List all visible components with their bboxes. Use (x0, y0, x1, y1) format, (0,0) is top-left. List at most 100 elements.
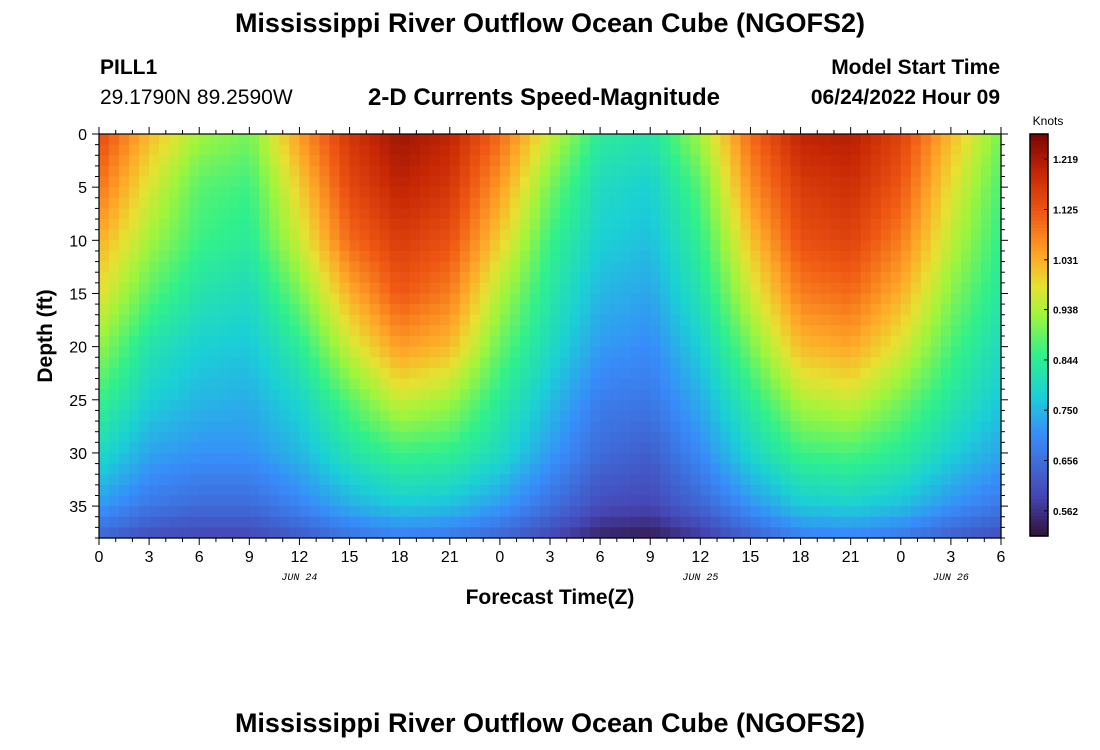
heatmap-cell (860, 474, 872, 486)
heatmap-cell (630, 176, 641, 188)
heatmap-cell (169, 442, 180, 454)
heatmap-cell (509, 399, 521, 412)
heatmap-cell (119, 304, 130, 316)
heatmap-cell (870, 378, 882, 390)
heatmap-cell (239, 367, 250, 380)
heatmap-cell (550, 304, 561, 316)
heatmap-cell (199, 399, 210, 412)
heatmap-cell (509, 314, 521, 326)
heatmap-cell (309, 144, 321, 156)
heatmap-cell (129, 357, 140, 369)
heatmap-cell (720, 325, 731, 337)
heatmap-cell (840, 187, 852, 199)
heatmap-cell (560, 229, 571, 241)
heatmap-cell (620, 442, 631, 454)
heatmap-cell (379, 484, 391, 497)
heatmap-cell (990, 527, 1002, 539)
colorbar-swatch (1030, 304, 1048, 309)
heatmap-cell (149, 325, 160, 337)
heatmap-cell (269, 229, 280, 241)
heatmap-cell (239, 293, 250, 305)
heatmap-cell (930, 346, 942, 358)
heatmap-cell (529, 293, 541, 305)
heatmap-cell (570, 474, 581, 486)
heatmap-cell (690, 527, 701, 539)
heatmap-cell (860, 346, 872, 358)
heatmap-cell (710, 442, 721, 454)
heatmap-cell (850, 272, 862, 284)
heatmap-cell (99, 304, 110, 316)
heatmap-cell (810, 229, 822, 241)
heatmap-cell (670, 367, 681, 380)
heatmap-cell (790, 378, 802, 390)
colorbar-swatch (1030, 505, 1048, 510)
heatmap-cell (339, 378, 351, 390)
heatmap-cell (820, 484, 832, 497)
heatmap-cell (910, 272, 922, 284)
heatmap-cell (139, 240, 150, 252)
heatmap-cell (99, 261, 110, 273)
heatmap-cell (610, 367, 621, 380)
colorbar-tick-label: 0.656 (1053, 457, 1078, 468)
heatmap-cell (630, 495, 641, 507)
heatmap-cell (850, 367, 862, 380)
heatmap-cell (449, 282, 461, 295)
heatmap-cell (399, 474, 411, 486)
heatmap-cell (800, 527, 812, 539)
heatmap-cell (850, 208, 862, 220)
heatmap-cell (960, 431, 972, 443)
heatmap-cell (459, 304, 471, 316)
heatmap-cell (730, 442, 742, 454)
heatmap-cell (349, 261, 361, 273)
heatmap-cell (459, 134, 471, 146)
heatmap-cell (660, 155, 671, 167)
heatmap-cell (449, 452, 461, 465)
heatmap-cell (179, 336, 190, 348)
heatmap-cell (449, 357, 461, 369)
heatmap-cell (720, 144, 731, 156)
heatmap-cell (249, 134, 260, 146)
heatmap-cell (970, 410, 982, 422)
heatmap-cell (730, 240, 742, 252)
heatmap-cell (660, 144, 671, 156)
heatmap-cell (499, 442, 511, 454)
heatmap-cell (580, 421, 591, 433)
colorbar-swatch (1030, 214, 1048, 219)
heatmap-cell (229, 293, 240, 305)
heatmap-cell (239, 357, 250, 369)
heatmap-cell (710, 367, 721, 380)
heatmap-cell (449, 378, 461, 390)
heatmap-cell (950, 261, 962, 273)
heatmap-cell (800, 346, 812, 358)
heatmap-cell (379, 463, 391, 475)
heatmap-cell (159, 240, 170, 252)
heatmap-cell (870, 304, 882, 316)
heatmap-cell (109, 378, 120, 390)
heatmap-cell (309, 399, 321, 412)
heatmap-cell (389, 346, 401, 358)
heatmap-cell (449, 314, 461, 326)
heatmap-cell (329, 336, 341, 348)
heatmap-cell (570, 155, 581, 167)
colorbar-swatch (1030, 284, 1048, 289)
heatmap-cell (920, 442, 932, 454)
heatmap-cell (149, 336, 160, 348)
heatmap-cell (489, 506, 501, 518)
heatmap-cell (900, 527, 912, 539)
heatmap-cell (249, 261, 260, 273)
heatmap-cell (329, 219, 341, 231)
heatmap-cell (129, 452, 140, 465)
heatmap-cell (399, 421, 411, 433)
colorbar-swatch (1030, 532, 1048, 537)
heatmap-cell (159, 197, 170, 210)
heatmap-cell (870, 282, 882, 295)
heatmap-cell (740, 506, 752, 518)
heatmap-cell (930, 336, 942, 348)
heatmap-cell (489, 442, 501, 454)
heatmap-cell (740, 187, 752, 199)
heatmap-cell (850, 442, 862, 454)
heatmap-cell (850, 527, 862, 539)
heatmap-cell (459, 155, 471, 167)
heatmap-cell (179, 282, 190, 295)
heatmap-cell (570, 346, 581, 358)
